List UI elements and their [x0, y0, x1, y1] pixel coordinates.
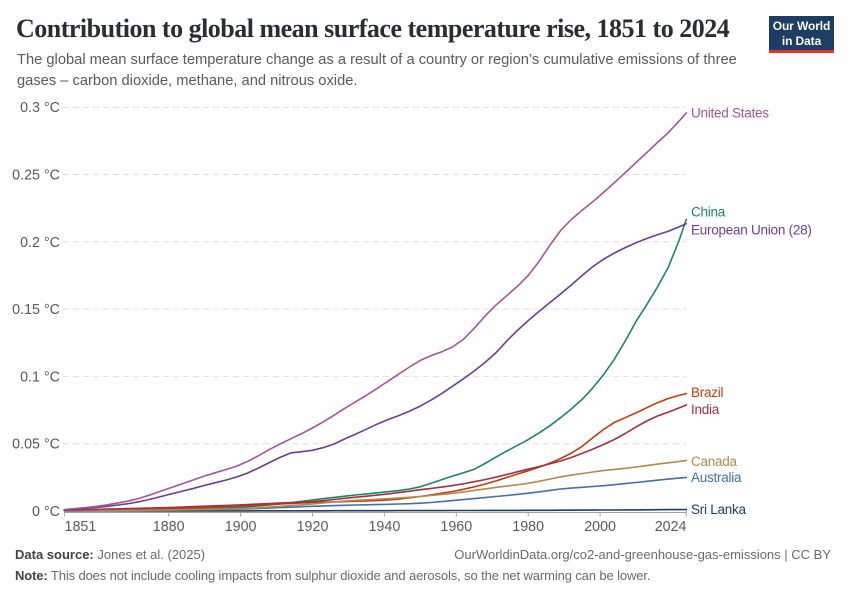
svg-text:1980: 1980 — [512, 519, 544, 535]
svg-text:0.25 °C: 0.25 °C — [12, 168, 60, 184]
svg-text:India: India — [691, 402, 720, 417]
svg-text:0 °C: 0 °C — [32, 504, 60, 520]
svg-text:1851: 1851 — [65, 519, 97, 535]
svg-text:0.1 °C: 0.1 °C — [20, 369, 60, 385]
svg-text:United States: United States — [691, 106, 769, 121]
svg-text:0.15 °C: 0.15 °C — [12, 302, 60, 318]
svg-text:0.3 °C: 0.3 °C — [20, 100, 60, 116]
svg-text:2024: 2024 — [655, 519, 687, 535]
svg-text:0.2 °C: 0.2 °C — [20, 235, 60, 251]
svg-text:1940: 1940 — [368, 519, 400, 535]
svg-text:Canada: Canada — [691, 454, 738, 469]
svg-text:1920: 1920 — [297, 519, 329, 535]
svg-text:Sri Lanka: Sri Lanka — [691, 502, 747, 517]
svg-text:0.05 °C: 0.05 °C — [12, 437, 60, 453]
svg-text:European Union (28): European Union (28) — [691, 223, 812, 238]
svg-text:Australia: Australia — [691, 470, 742, 485]
svg-text:1880: 1880 — [153, 519, 185, 535]
svg-text:1900: 1900 — [225, 519, 257, 535]
svg-text:1960: 1960 — [440, 519, 472, 535]
svg-text:China: China — [691, 205, 726, 220]
svg-text:2000: 2000 — [584, 519, 616, 535]
svg-text:Brazil: Brazil — [691, 385, 724, 400]
